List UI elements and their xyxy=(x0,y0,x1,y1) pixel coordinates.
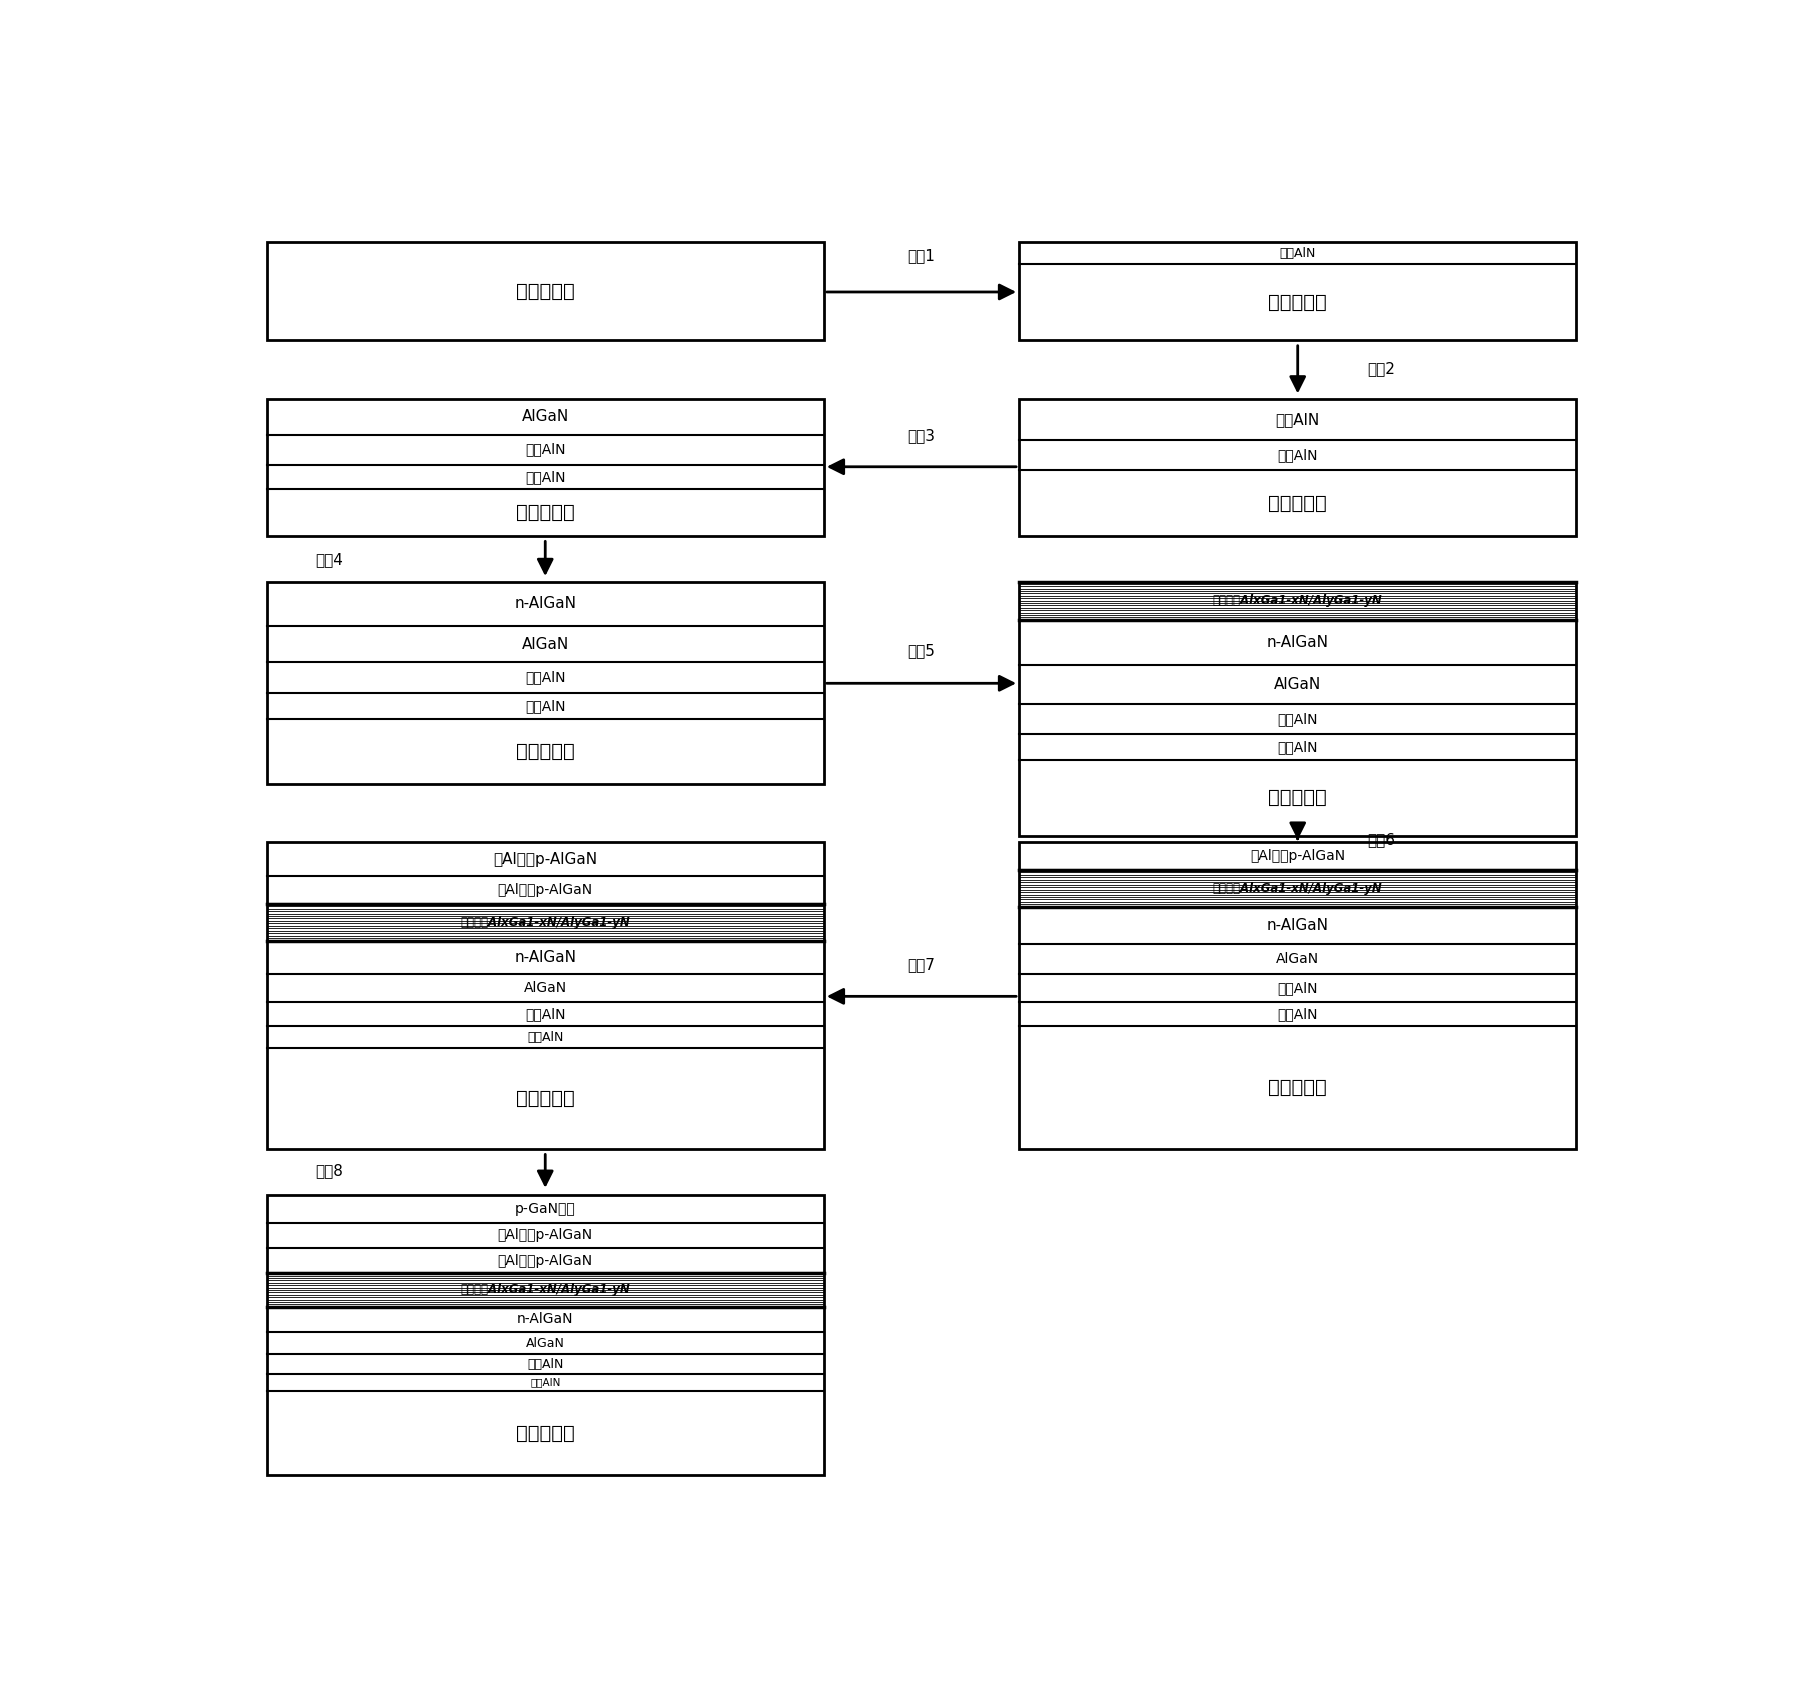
Text: 步骤2: 步骤2 xyxy=(1366,361,1395,376)
Text: 高温AlN: 高温AlN xyxy=(1275,412,1320,427)
Text: 蓝宝石衬底: 蓝宝石衬底 xyxy=(516,503,575,522)
Text: 多量子阱AlxGa1-xN/AlyGa1-yN: 多量子阱AlxGa1-xN/AlyGa1-yN xyxy=(1214,883,1383,894)
Text: n-AlGaN: n-AlGaN xyxy=(1268,918,1329,933)
Text: AlGaN: AlGaN xyxy=(521,410,568,424)
Text: 步骤5: 步骤5 xyxy=(908,644,935,659)
Bar xyxy=(266,842,823,1149)
Text: 高温AlN: 高温AlN xyxy=(1277,981,1318,994)
Text: 高温AlN: 高温AlN xyxy=(527,1359,563,1370)
Bar xyxy=(1019,842,1577,1149)
Text: 步骤8: 步骤8 xyxy=(315,1164,343,1179)
Text: 低温AlN: 低温AlN xyxy=(1277,740,1318,754)
Text: 多量子阱AlxGa1-xN/AlyGa1-yN: 多量子阱AlxGa1-xN/AlyGa1-yN xyxy=(460,1284,629,1296)
Text: 步骤4: 步骤4 xyxy=(315,552,343,567)
Text: n-AlGaN: n-AlGaN xyxy=(1268,635,1329,650)
Bar xyxy=(1019,581,1577,835)
Text: 高Al组分p-AlGaN: 高Al组分p-AlGaN xyxy=(498,1254,593,1267)
Bar xyxy=(266,242,823,340)
Text: 低温AlN: 低温AlN xyxy=(530,1377,561,1387)
Text: 蓝宝石衬底: 蓝宝石衬底 xyxy=(516,1089,575,1108)
Text: AlGaN: AlGaN xyxy=(1275,678,1322,693)
Text: n-AlGaN: n-AlGaN xyxy=(514,596,575,612)
Text: 蓝宝石衬底: 蓝宝石衬底 xyxy=(516,742,575,761)
Bar xyxy=(1019,242,1577,340)
Text: 蓝宝石衬底: 蓝宝石衬底 xyxy=(1268,493,1327,513)
Text: 低Al组分p-AlGaN: 低Al组分p-AlGaN xyxy=(498,1228,593,1242)
Bar xyxy=(266,1194,823,1475)
Bar xyxy=(1019,398,1577,535)
Text: 蓝宝石衬底: 蓝宝石衬底 xyxy=(1268,788,1327,808)
Text: 高温AlN: 高温AlN xyxy=(525,671,566,684)
Bar xyxy=(266,581,823,784)
Text: 低温AlN: 低温AlN xyxy=(1277,449,1318,462)
Text: 高Al组分p-AlGaN: 高Al组分p-AlGaN xyxy=(1250,849,1345,864)
Text: AlGaN: AlGaN xyxy=(523,981,566,994)
Text: 步骤1: 步骤1 xyxy=(908,247,935,263)
Text: 低温AlN: 低温AlN xyxy=(525,700,566,713)
Bar xyxy=(266,398,823,535)
Text: 低温AlN: 低温AlN xyxy=(1277,1006,1318,1021)
Text: n-AlGaN: n-AlGaN xyxy=(514,950,575,966)
Text: 低温AlN: 低温AlN xyxy=(527,1030,563,1044)
Text: 低温AlN: 低温AlN xyxy=(525,469,566,484)
Text: AlGaN: AlGaN xyxy=(525,1337,565,1350)
Text: 高温AlN: 高温AlN xyxy=(525,1006,566,1021)
Text: 步骤7: 步骤7 xyxy=(908,957,935,972)
Text: 多量子阱AlxGa1-xN/AlyGa1-yN: 多量子阱AlxGa1-xN/AlyGa1-yN xyxy=(1214,595,1383,606)
Text: 蓝宝石衬底: 蓝宝石衬底 xyxy=(516,1423,575,1443)
Text: 高温AlN: 高温AlN xyxy=(525,442,566,457)
Text: AlGaN: AlGaN xyxy=(1277,952,1320,966)
Text: AlGaN: AlGaN xyxy=(521,637,568,652)
Text: 步骤3: 步骤3 xyxy=(908,429,935,442)
Text: 低温AlN: 低温AlN xyxy=(1280,247,1316,259)
Text: 高Al组分p-AlGaN: 高Al组分p-AlGaN xyxy=(498,883,593,896)
Text: 蓝宝石衬底: 蓝宝石衬底 xyxy=(1268,293,1327,312)
Text: n-AlGaN: n-AlGaN xyxy=(518,1313,574,1326)
Text: 低Al组分p-AlGaN: 低Al组分p-AlGaN xyxy=(493,852,597,867)
Text: 蓝宝石衬底: 蓝宝石衬底 xyxy=(516,281,575,302)
Text: 高温AlN: 高温AlN xyxy=(1277,711,1318,727)
Text: 蓝宝石衬底: 蓝宝石衬底 xyxy=(1268,1077,1327,1098)
Text: 多量子阱AlxGa1-xN/AlyGa1-yN: 多量子阱AlxGa1-xN/AlyGa1-yN xyxy=(460,916,629,928)
Text: 步骤6: 步骤6 xyxy=(1366,832,1395,847)
Text: p-GaN盖层: p-GaN盖层 xyxy=(514,1201,575,1216)
